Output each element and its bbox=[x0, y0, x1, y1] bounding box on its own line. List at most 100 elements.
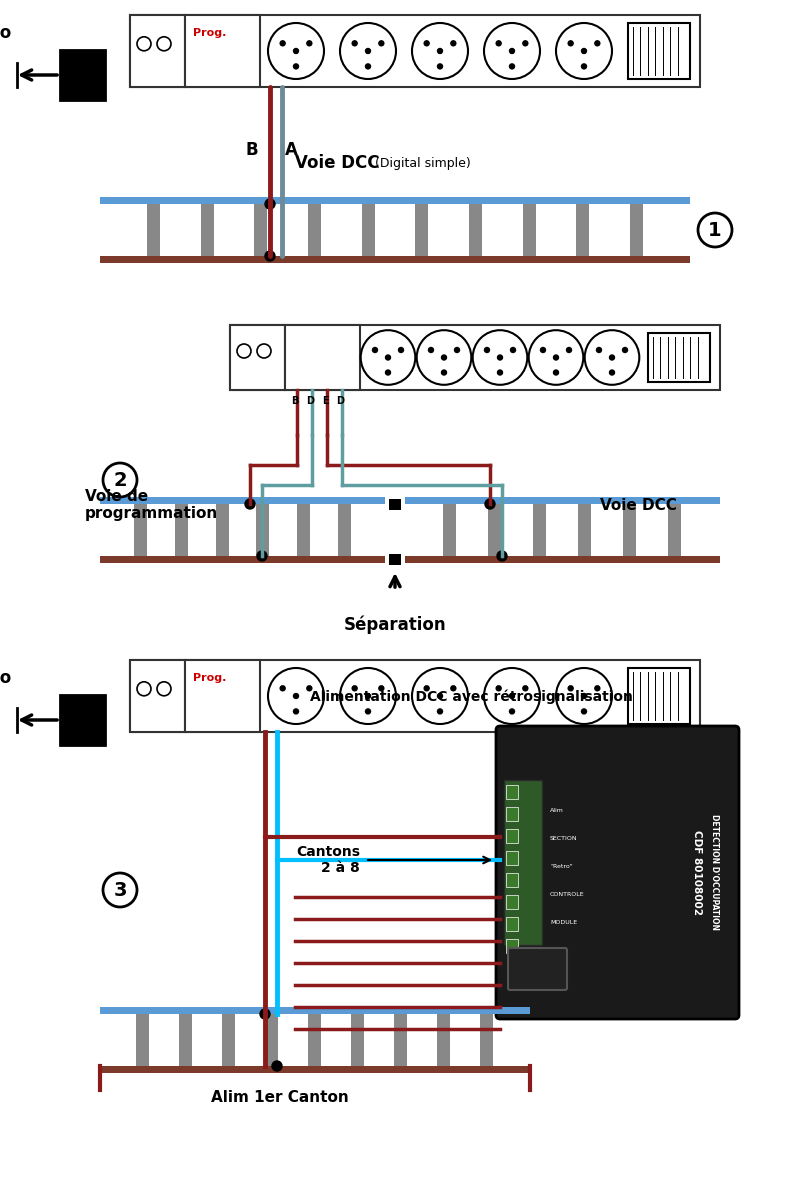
Circle shape bbox=[596, 348, 601, 353]
Circle shape bbox=[257, 551, 267, 560]
Circle shape bbox=[307, 41, 311, 46]
Bar bbox=[285, 325, 359, 390]
Circle shape bbox=[568, 685, 573, 691]
Circle shape bbox=[340, 668, 396, 724]
Circle shape bbox=[264, 199, 275, 209]
Circle shape bbox=[556, 668, 611, 724]
Circle shape bbox=[522, 685, 527, 691]
Text: Transfo: Transfo bbox=[0, 670, 12, 686]
Bar bbox=[100, 1066, 530, 1073]
Circle shape bbox=[157, 682, 171, 696]
Bar bbox=[405, 556, 719, 563]
Circle shape bbox=[553, 370, 558, 376]
Circle shape bbox=[483, 668, 539, 724]
Text: "Retro": "Retro" bbox=[549, 864, 572, 869]
Text: A: A bbox=[285, 140, 298, 158]
Bar bbox=[361, 204, 374, 256]
Bar bbox=[130, 14, 185, 86]
Circle shape bbox=[522, 41, 527, 46]
Circle shape bbox=[450, 685, 455, 691]
Bar bbox=[443, 504, 456, 556]
Circle shape bbox=[157, 37, 171, 50]
Circle shape bbox=[307, 685, 311, 691]
Text: MODULE: MODULE bbox=[549, 919, 577, 924]
Bar bbox=[185, 14, 260, 86]
Bar bbox=[134, 504, 147, 556]
Bar bbox=[505, 806, 517, 821]
Circle shape bbox=[581, 48, 586, 54]
Circle shape bbox=[581, 709, 586, 714]
Circle shape bbox=[365, 48, 370, 54]
Circle shape bbox=[484, 499, 495, 509]
Text: Séparation: Séparation bbox=[343, 614, 446, 634]
Bar bbox=[505, 874, 517, 887]
Bar bbox=[222, 1014, 235, 1066]
Text: Prog.: Prog. bbox=[193, 673, 226, 683]
Bar bbox=[256, 504, 269, 556]
Bar bbox=[200, 204, 213, 256]
Text: CONTROLE: CONTROLE bbox=[549, 892, 584, 896]
Bar bbox=[307, 204, 320, 256]
Text: Voie DCC: Voie DCC bbox=[294, 154, 384, 172]
Bar bbox=[388, 554, 401, 565]
Bar bbox=[179, 1014, 192, 1066]
Circle shape bbox=[137, 37, 151, 50]
Circle shape bbox=[293, 709, 298, 714]
Bar bbox=[174, 504, 187, 556]
Bar bbox=[136, 1014, 149, 1066]
FancyBboxPatch shape bbox=[508, 948, 566, 990]
Circle shape bbox=[553, 355, 558, 360]
Circle shape bbox=[437, 48, 442, 54]
Circle shape bbox=[385, 355, 390, 360]
Bar bbox=[337, 504, 350, 556]
Circle shape bbox=[496, 685, 500, 691]
Circle shape bbox=[437, 64, 442, 68]
Circle shape bbox=[437, 694, 442, 698]
Circle shape bbox=[293, 694, 298, 698]
Text: B: B bbox=[291, 396, 298, 406]
Bar bbox=[100, 556, 384, 563]
Text: Voie DCC: Voie DCC bbox=[599, 498, 676, 512]
Text: Alim 1er Canton: Alim 1er Canton bbox=[211, 1090, 349, 1105]
Circle shape bbox=[423, 685, 429, 691]
Bar bbox=[522, 204, 535, 256]
Bar bbox=[667, 504, 680, 556]
Text: 2: 2 bbox=[113, 470, 127, 490]
Circle shape bbox=[237, 344, 251, 358]
Circle shape bbox=[497, 370, 502, 376]
Bar bbox=[254, 204, 267, 256]
Bar bbox=[505, 938, 517, 953]
Bar bbox=[60, 695, 105, 745]
Circle shape bbox=[497, 355, 502, 360]
Text: (Digital simple): (Digital simple) bbox=[375, 156, 470, 169]
Circle shape bbox=[584, 330, 638, 385]
Text: E: E bbox=[321, 396, 328, 406]
Bar bbox=[130, 660, 185, 732]
Circle shape bbox=[697, 214, 731, 247]
Text: 3: 3 bbox=[113, 881, 127, 900]
Circle shape bbox=[568, 41, 573, 46]
Circle shape bbox=[137, 682, 151, 696]
Circle shape bbox=[484, 348, 489, 353]
Circle shape bbox=[398, 348, 403, 353]
Bar bbox=[505, 917, 517, 931]
Bar bbox=[505, 829, 517, 842]
Circle shape bbox=[280, 41, 285, 46]
Bar bbox=[185, 660, 260, 732]
Circle shape bbox=[622, 348, 627, 353]
Circle shape bbox=[365, 694, 370, 698]
Circle shape bbox=[508, 694, 514, 698]
Bar bbox=[230, 325, 285, 390]
Text: Voie de
programmation: Voie de programmation bbox=[85, 488, 218, 521]
Bar bbox=[505, 785, 517, 799]
Circle shape bbox=[340, 23, 396, 79]
Circle shape bbox=[581, 64, 586, 68]
Circle shape bbox=[496, 551, 506, 560]
Circle shape bbox=[416, 330, 470, 385]
Circle shape bbox=[428, 348, 433, 353]
Circle shape bbox=[441, 355, 446, 360]
Circle shape bbox=[260, 1009, 270, 1019]
Circle shape bbox=[528, 330, 582, 385]
Circle shape bbox=[510, 348, 515, 353]
Circle shape bbox=[272, 1061, 281, 1070]
